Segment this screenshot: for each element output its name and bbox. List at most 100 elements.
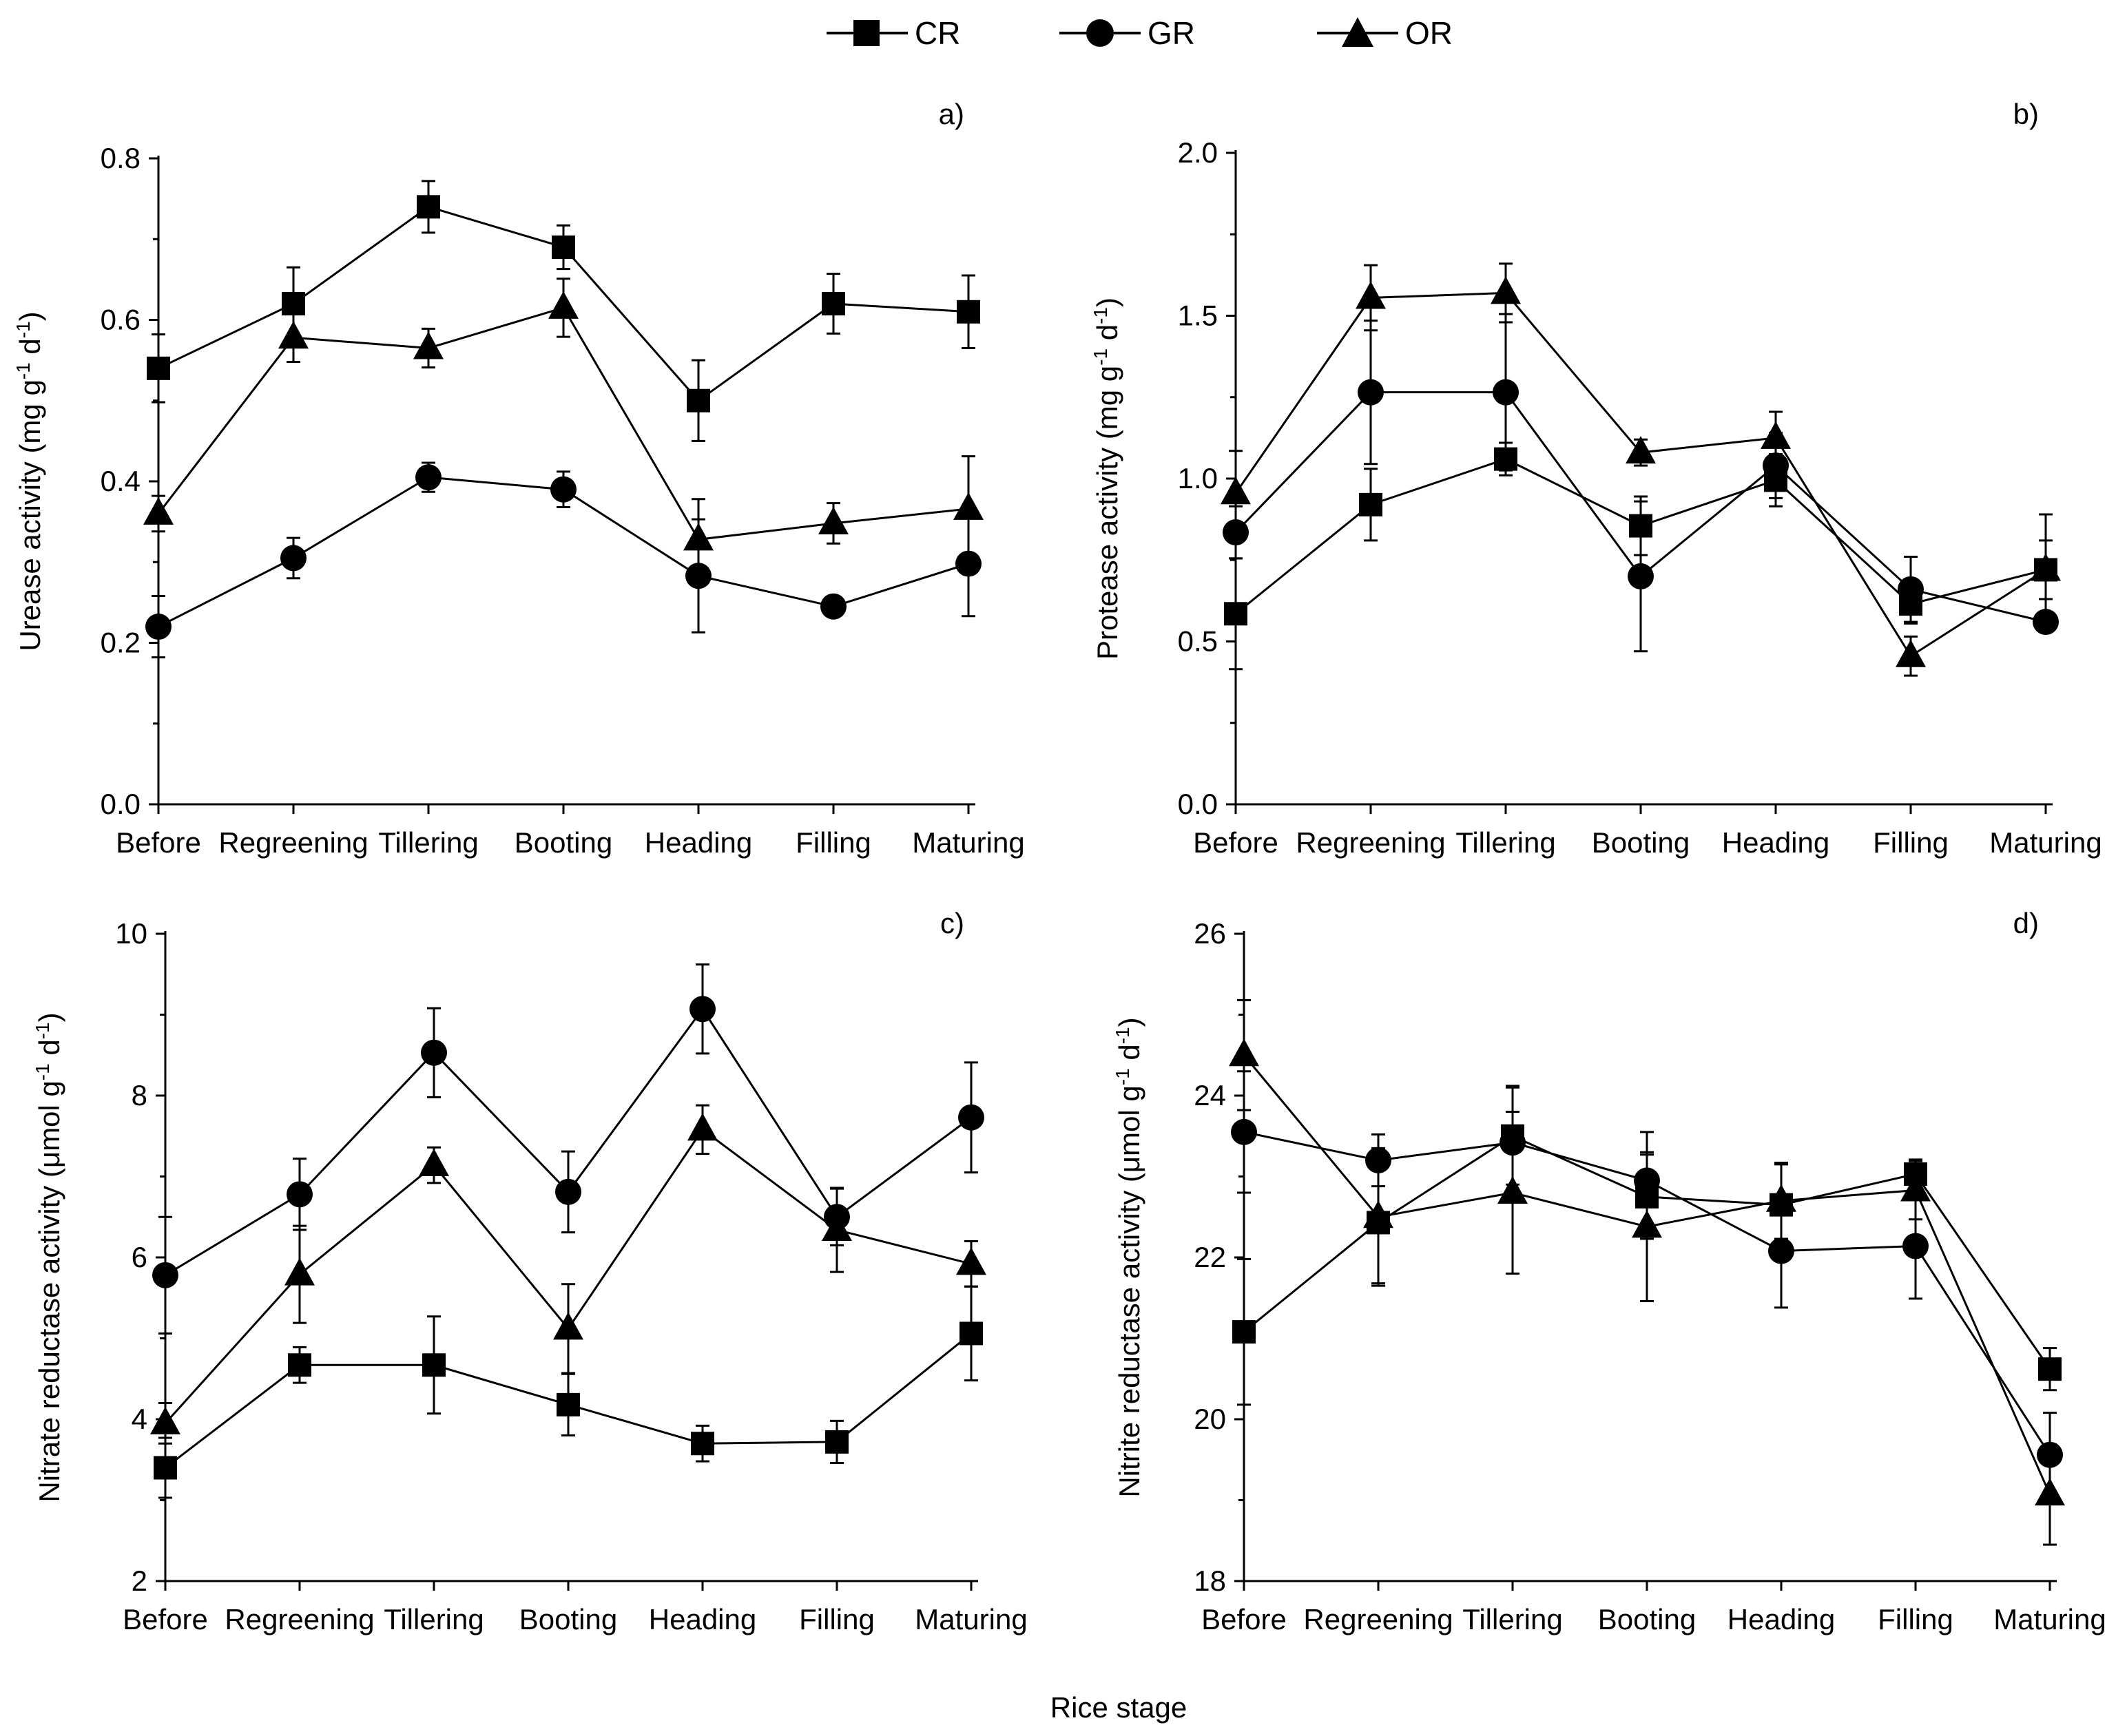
data-point-or xyxy=(956,1247,986,1275)
x-tick-label: Maturing xyxy=(915,1603,1027,1635)
data-point-gr xyxy=(1231,1118,1257,1145)
y-tick-label: 2.0 xyxy=(1178,136,1218,169)
y-tick-label: 24 xyxy=(1194,1079,1226,1111)
y-axis-title-part: -1 xyxy=(1090,348,1111,366)
y-axis-title-part: d xyxy=(14,338,46,362)
data-point-or xyxy=(1229,1038,1259,1067)
data-point-gr xyxy=(1763,452,1789,479)
data-point-gr xyxy=(287,1181,313,1208)
y-axis-title-part: Nitrite reductase activity (μmol g xyxy=(1113,1085,1145,1497)
series-or xyxy=(143,278,984,581)
legend-label-or: OR xyxy=(1405,15,1453,51)
data-point-or xyxy=(1363,1200,1393,1228)
series-or xyxy=(150,1104,986,1445)
data-point-or xyxy=(1632,1210,1662,1238)
panel-letter: d) xyxy=(2013,907,2039,939)
data-point-or xyxy=(284,1257,315,1286)
x-tick-label: Maturing xyxy=(912,826,1024,859)
y-tick-label: 22 xyxy=(1194,1241,1226,1273)
data-point-gr xyxy=(820,593,847,620)
data-point-or xyxy=(1761,421,1791,449)
panel-d-nitrite-reductase: 18 20 22 24 26 Before Regreening Tillering Booti… xyxy=(1112,907,2106,1635)
data-point-or xyxy=(1626,436,1656,464)
legend-item-cr: CR xyxy=(827,15,960,51)
x-tick-label: Heading xyxy=(1722,826,1829,859)
x-tick-label: Before xyxy=(1201,1603,1287,1635)
x-tick-label: Heading xyxy=(645,826,752,859)
y-axis-title-part: d xyxy=(1113,1044,1145,1068)
data-point-cr xyxy=(1232,1320,1256,1344)
y-tick-label: 0.2 xyxy=(101,627,141,659)
data-point-or xyxy=(953,492,984,520)
data-point-or xyxy=(1900,1173,1931,1202)
data-point-gr xyxy=(555,1178,581,1205)
y-tick-label: 8 xyxy=(132,1079,147,1111)
data-point-gr xyxy=(550,476,577,503)
data-point-or xyxy=(143,496,174,525)
data-point-or xyxy=(553,1312,583,1340)
data-point-or xyxy=(1766,1184,1796,1212)
data-point-cr xyxy=(557,1392,580,1416)
series-cr xyxy=(154,1285,983,1499)
data-point-gr xyxy=(2033,609,2059,636)
y-tick-label: 0.4 xyxy=(101,465,141,497)
x-tick-label: Regreening xyxy=(218,826,368,859)
y-axis-title-part: -1 xyxy=(1090,307,1111,324)
data-point-gr xyxy=(1898,576,1924,603)
y-tick-label: 0.6 xyxy=(101,304,141,336)
legend-marker-or xyxy=(1342,17,1373,47)
legend-label-gr: GR xyxy=(1148,15,1195,51)
data-point-or xyxy=(419,1149,449,1177)
y-tick-label: 26 xyxy=(1194,917,1226,950)
x-tick-label: Filling xyxy=(796,826,871,859)
series-or xyxy=(1229,998,2065,1546)
data-point-cr xyxy=(959,1321,983,1346)
data-point-cr xyxy=(691,1432,714,1456)
data-point-gr xyxy=(1768,1237,1794,1264)
y-tick-label: 10 xyxy=(115,917,147,950)
x-tick-label: Before xyxy=(116,826,201,859)
data-point-cr xyxy=(154,1456,177,1480)
y-tick-label: 0.8 xyxy=(101,142,141,174)
data-point-cr xyxy=(687,388,710,412)
y-axis-title-part: -1 xyxy=(32,1022,53,1039)
data-point-gr xyxy=(955,550,982,577)
y-tick-label: 18 xyxy=(1194,1565,1226,1597)
data-point-gr xyxy=(280,545,307,572)
x-tick-label: Booting xyxy=(1592,826,1690,859)
data-point-cr xyxy=(282,292,305,316)
data-point-gr xyxy=(415,464,442,491)
x-tick-label: Maturing xyxy=(1993,1603,2106,1635)
legend-marker-cr xyxy=(853,20,880,46)
data-point-gr xyxy=(145,614,172,640)
y-axis-title-part: -1 xyxy=(12,321,34,338)
data-point-or xyxy=(548,291,579,319)
panel-a-urease: 0.0 0.2 0.4 0.6 0.8 Before Regreening Tillering… xyxy=(12,98,1025,859)
panel-c-nitrate-reductase: 2 4 6 8 10 Before Regreening Tillering Booting He… xyxy=(32,907,1028,1635)
y-axis-title: Protease activity (mg g-1 d-1) xyxy=(1090,297,1124,660)
x-tick-label: Booting xyxy=(519,1603,617,1635)
y-tick-label: 0.0 xyxy=(101,788,141,820)
data-point-or xyxy=(413,331,444,359)
data-point-cr xyxy=(822,292,845,316)
x-tick-label: Booting xyxy=(1598,1603,1696,1635)
y-tick-label: 4 xyxy=(132,1403,147,1435)
data-point-or xyxy=(683,523,714,551)
y-axis-title: Urease activity (mg g-1 d-1) xyxy=(12,311,47,651)
y-tick-label: 1.0 xyxy=(1178,462,1218,494)
x-tick-label: Filling xyxy=(1873,826,1949,859)
legend-item-or: OR xyxy=(1317,15,1453,51)
panel-letter: c) xyxy=(940,907,964,939)
data-point-gr xyxy=(152,1262,178,1288)
y-tick-label: 2 xyxy=(132,1565,147,1597)
data-point-cr xyxy=(2038,1357,2062,1381)
data-point-cr xyxy=(422,1353,446,1377)
data-point-cr xyxy=(288,1353,311,1377)
x-tick-label: Tillering xyxy=(378,826,478,859)
data-point-cr xyxy=(957,300,980,324)
y-axis-title-part: -1 xyxy=(12,362,34,379)
data-point-gr xyxy=(421,1039,447,1066)
data-point-cr xyxy=(825,1430,849,1454)
y-axis-title-part: -1 xyxy=(32,1063,53,1080)
x-tick-label: Tillering xyxy=(1462,1603,1562,1635)
